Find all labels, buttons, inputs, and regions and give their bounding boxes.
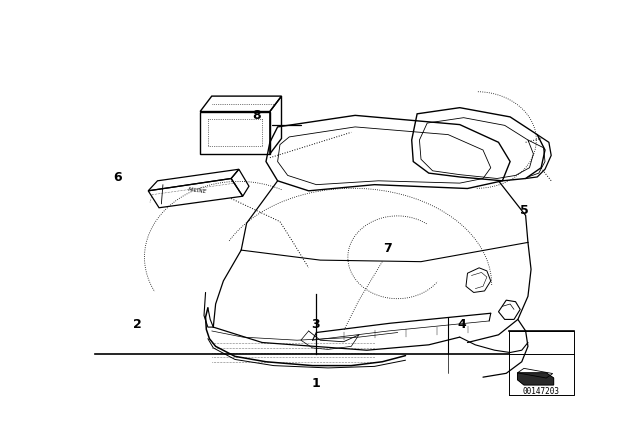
Text: 5: 5: [520, 204, 528, 217]
Text: 1: 1: [311, 377, 320, 390]
Text: 4: 4: [458, 318, 467, 331]
Polygon shape: [518, 373, 554, 385]
Text: M-LINE: M-LINE: [188, 187, 207, 194]
Text: 8: 8: [252, 109, 260, 122]
Text: 00147203: 00147203: [523, 387, 560, 396]
Text: 6: 6: [113, 172, 122, 185]
Text: 3: 3: [311, 318, 320, 331]
Text: 7: 7: [383, 242, 392, 255]
Text: 2: 2: [132, 318, 141, 331]
